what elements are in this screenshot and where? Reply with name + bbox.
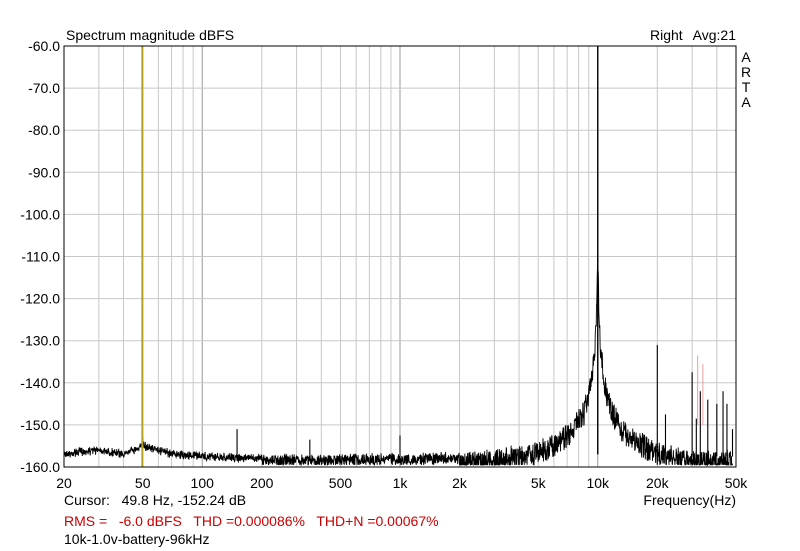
x-tick-label: 200: [250, 475, 274, 491]
y-tick-label: -130.0: [20, 333, 60, 349]
x-tick-label: 100: [191, 475, 215, 491]
grid-lines: [64, 45, 736, 468]
channel-label: Right: [650, 27, 683, 43]
x-tick-label: 50: [135, 475, 151, 491]
y-tick-label: -140.0: [20, 375, 60, 391]
spectrum-trace: [63, 46, 734, 467]
y-tick-label: -120.0: [20, 291, 60, 307]
harmonic-markers: [697, 355, 704, 425]
avg-label: Avg:21: [693, 27, 737, 43]
plot-frame: [63, 45, 737, 468]
x-tick-label: 20: [56, 475, 72, 491]
y-tick-label: -110.0: [21, 249, 60, 265]
x-tick-label: 1k: [393, 475, 409, 491]
x-tick-label: 2k: [452, 475, 468, 491]
y-tick-label: -80.0: [28, 122, 60, 138]
cursor-readout: Cursor: 49.8 Hz, -152.24 dB: [64, 492, 247, 508]
y-tick-label: -160.0: [20, 459, 60, 475]
x-axis-label: Frequency(Hz): [643, 492, 736, 508]
spectrum-noise-trace: [63, 252, 733, 467]
tick-labels: -60.0 -70.0 -80.0 -90.0 -100.0 -110.0 -120.0 -1…: [20, 38, 748, 491]
y-tick-label: -90.0: [28, 164, 60, 180]
y-tick-label: -100.0: [20, 206, 60, 222]
y-tick-label: -70.0: [28, 80, 60, 96]
x-tick-label: 10k: [586, 475, 610, 491]
rms-thd-readout: RMS = -6.0 dBFS THD =0.000086% THD+N =0.…: [64, 513, 439, 529]
chart-title: Spectrum magnitude dBFS: [66, 27, 234, 43]
y-tick-label: -60.0: [28, 38, 60, 54]
watermark-letter: A: [741, 94, 751, 110]
x-tick-label: 500: [329, 475, 353, 491]
file-name-label: 10k-1.0v-battery-96kHz: [64, 531, 210, 547]
x-tick-label: 50k: [725, 475, 749, 491]
watermark-letter: A: [741, 49, 751, 65]
x-tick-label: 5k: [531, 475, 547, 491]
x-tick-label: 20k: [646, 475, 670, 491]
watermark-letter: T: [742, 79, 751, 95]
watermark-letter: R: [741, 64, 751, 80]
y-tick-label: -150.0: [20, 417, 60, 433]
